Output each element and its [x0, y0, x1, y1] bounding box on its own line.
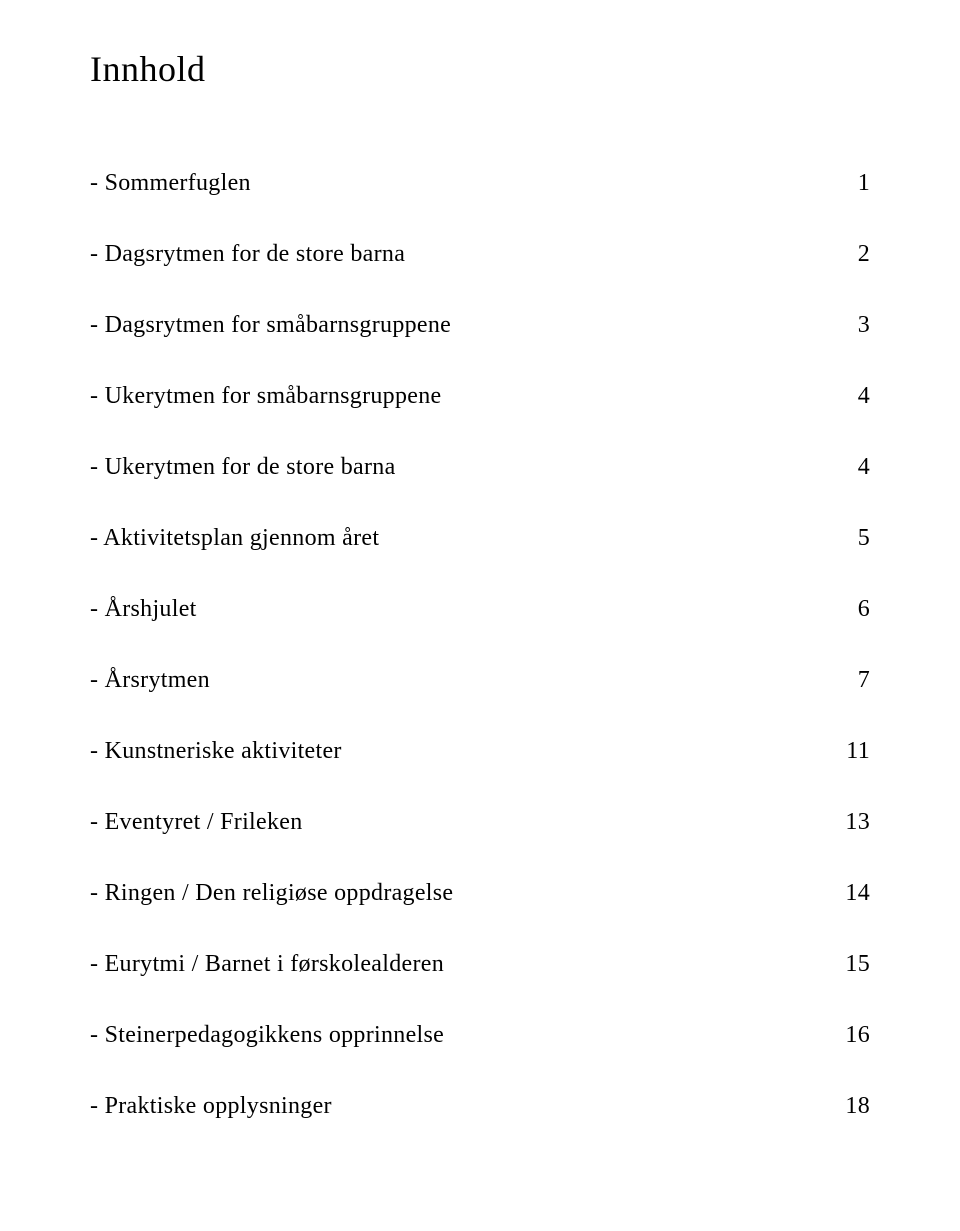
toc-item-page: 13 [845, 809, 870, 836]
toc-item-page: 4 [858, 454, 870, 481]
toc-item-label: - Sommerfuglen [90, 170, 838, 197]
toc-item-label: - Kunstneriske aktiviteter [90, 738, 826, 765]
toc-item: - Årshjulet 6 [90, 596, 870, 623]
toc-item: - Steinerpedagogikkens opprinnelse 16 [90, 1022, 870, 1049]
toc-item-page: 15 [845, 951, 870, 978]
toc-item: - Kunstneriske aktiviteter 11 [90, 738, 870, 765]
toc-item: - Ukerytmen for de store barna 4 [90, 454, 870, 481]
toc-item: - Årsrytmen 7 [90, 667, 870, 694]
toc-item-label: - Dagsrytmen for småbarnsgruppene [90, 312, 838, 339]
toc-item: - Eventyret / Frileken 13 [90, 809, 870, 836]
toc-item: - Praktiske opplysninger 18 [90, 1093, 870, 1120]
toc-item: - Dagsrytmen for de store barna 2 [90, 241, 870, 268]
toc-item: - Eurytmi / Barnet i førskolealderen 15 [90, 951, 870, 978]
toc-list: - Sommerfuglen 1 - Dagsrytmen for de sto… [90, 170, 870, 1120]
toc-item-page: 6 [858, 596, 870, 623]
toc-item-page: 1 [858, 170, 870, 197]
toc-item-label: - Årshjulet [90, 596, 838, 623]
toc-item-page: 18 [845, 1093, 870, 1120]
toc-item-page: 11 [846, 738, 870, 765]
toc-item: - Ukerytmen for småbarnsgruppene 4 [90, 383, 870, 410]
toc-item: - Sommerfuglen 1 [90, 170, 870, 197]
page-title: Innhold [90, 48, 870, 90]
toc-item-page: 4 [858, 383, 870, 410]
toc-item-page: 16 [845, 1022, 870, 1049]
toc-item-page: 2 [858, 241, 870, 268]
toc-item-label: - Ringen / Den religiøse oppdragelse [90, 880, 825, 907]
toc-item-page: 14 [845, 880, 870, 907]
toc-item-label: - Ukerytmen for de store barna [90, 454, 838, 481]
toc-item-label: - Aktivitetsplan gjennom året [90, 525, 838, 552]
toc-item-page: 3 [858, 312, 870, 339]
toc-item-label: - Eventyret / Frileken [90, 809, 825, 836]
toc-item-label: - Praktiske opplysninger [90, 1093, 825, 1120]
toc-item: - Dagsrytmen for småbarnsgruppene 3 [90, 312, 870, 339]
toc-item-label: - Dagsrytmen for de store barna [90, 241, 838, 268]
toc-item-label: - Eurytmi / Barnet i førskolealderen [90, 951, 825, 978]
toc-item-label: - Årsrytmen [90, 667, 838, 694]
toc-item-page: 7 [858, 667, 870, 694]
toc-item-label: - Steinerpedagogikkens opprinnelse [90, 1022, 825, 1049]
toc-item: - Ringen / Den religiøse oppdragelse 14 [90, 880, 870, 907]
toc-item: - Aktivitetsplan gjennom året 5 [90, 525, 870, 552]
toc-item-page: 5 [858, 525, 870, 552]
toc-item-label: - Ukerytmen for småbarnsgruppene [90, 383, 838, 410]
